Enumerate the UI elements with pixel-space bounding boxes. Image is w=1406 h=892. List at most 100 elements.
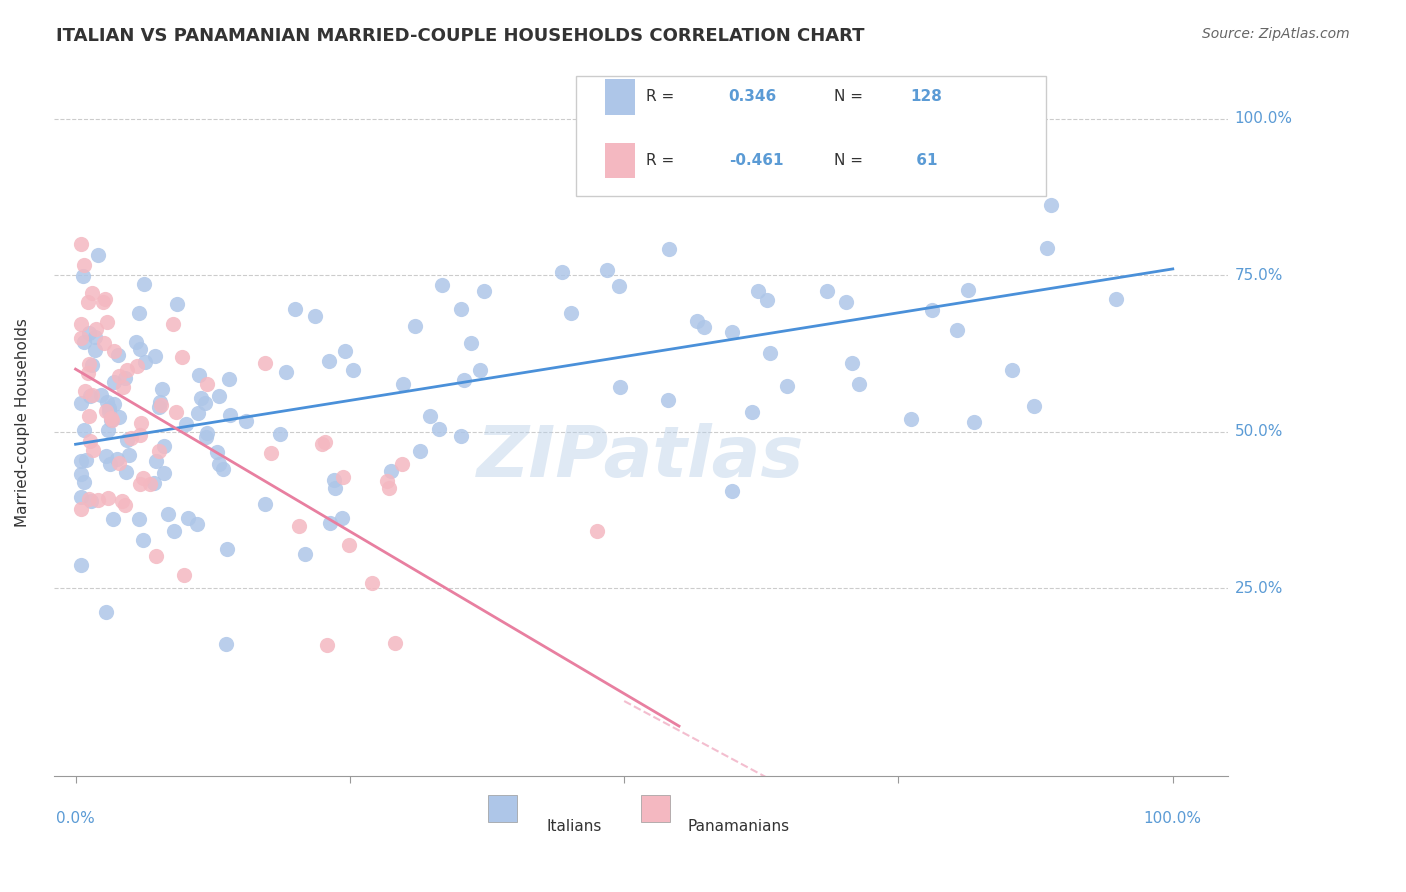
Point — [129, 416, 152, 430]
Point — [253, 356, 276, 370]
Point — [195, 376, 218, 391]
Point — [322, 473, 344, 487]
Point — [1035, 242, 1057, 256]
Point — [450, 301, 472, 316]
Point — [294, 547, 316, 561]
Point — [332, 470, 354, 484]
Point — [139, 477, 162, 491]
Point — [148, 401, 170, 415]
Point — [218, 371, 240, 385]
Point — [96, 395, 118, 409]
Point — [94, 403, 117, 417]
Text: 100.0%: 100.0% — [1234, 112, 1292, 126]
Point — [153, 439, 176, 453]
Text: R =: R = — [647, 89, 679, 104]
Point — [215, 637, 238, 651]
Point — [747, 284, 769, 298]
Point — [131, 471, 153, 485]
Text: 25.0%: 25.0% — [1234, 581, 1282, 596]
Point — [108, 457, 131, 471]
Point — [187, 368, 209, 382]
Point — [900, 412, 922, 426]
Point — [70, 501, 93, 516]
Point — [460, 336, 482, 351]
Point — [94, 292, 117, 306]
Point — [841, 356, 863, 370]
Point — [419, 409, 441, 423]
Point — [756, 293, 779, 307]
Point — [149, 395, 172, 409]
Point — [70, 453, 93, 467]
Point — [70, 558, 93, 572]
Point — [609, 380, 631, 394]
Point — [211, 462, 233, 476]
Point — [70, 490, 93, 504]
Point — [97, 405, 120, 419]
Point — [152, 467, 174, 481]
FancyBboxPatch shape — [606, 143, 634, 178]
Point — [274, 365, 297, 379]
Point — [145, 349, 167, 363]
Point — [80, 286, 103, 301]
Text: 61: 61 — [911, 153, 938, 168]
Point — [103, 396, 125, 410]
Point — [472, 285, 495, 299]
Point — [404, 318, 426, 333]
Point — [1022, 400, 1045, 414]
Point — [208, 389, 231, 403]
Point — [205, 445, 228, 459]
Point — [108, 409, 131, 424]
Text: R =: R = — [647, 153, 679, 168]
Point — [177, 511, 200, 525]
Point — [142, 475, 165, 490]
Point — [77, 326, 100, 341]
Point — [134, 355, 156, 369]
Point — [73, 475, 96, 489]
Point — [97, 491, 120, 505]
Point — [195, 425, 218, 440]
Point — [380, 464, 402, 478]
Point — [219, 408, 242, 422]
Point — [361, 576, 384, 591]
Point — [342, 362, 364, 376]
Point — [430, 277, 453, 292]
Point — [657, 393, 679, 408]
Point — [91, 294, 114, 309]
Point — [87, 248, 110, 262]
Point — [76, 366, 98, 380]
Text: 50.0%: 50.0% — [1234, 425, 1282, 439]
Point — [131, 533, 153, 548]
Point — [259, 446, 281, 460]
Point — [392, 377, 415, 392]
Point — [427, 422, 450, 436]
Point — [288, 519, 311, 533]
Point — [208, 457, 231, 471]
Point — [470, 362, 492, 376]
Point — [125, 334, 148, 349]
Point — [170, 350, 193, 364]
Point — [73, 424, 96, 438]
Point — [96, 423, 118, 437]
Point — [384, 635, 406, 649]
Point — [77, 409, 100, 424]
Point — [150, 398, 173, 412]
Point — [114, 466, 136, 480]
Point — [686, 314, 709, 328]
Point — [450, 429, 472, 443]
Point — [269, 426, 291, 441]
Point — [98, 401, 121, 415]
Point — [94, 449, 117, 463]
Point — [720, 483, 742, 498]
Point — [107, 348, 129, 362]
Text: N =: N = — [834, 89, 863, 104]
Point — [70, 236, 93, 251]
Point — [82, 388, 104, 402]
Text: 100.0%: 100.0% — [1143, 811, 1202, 826]
Point — [103, 343, 125, 358]
Point — [284, 301, 307, 316]
Point — [1039, 198, 1062, 212]
Point — [114, 370, 136, 384]
Y-axis label: Married-couple Households: Married-couple Households — [15, 318, 30, 527]
Point — [114, 498, 136, 512]
Point — [77, 294, 100, 309]
